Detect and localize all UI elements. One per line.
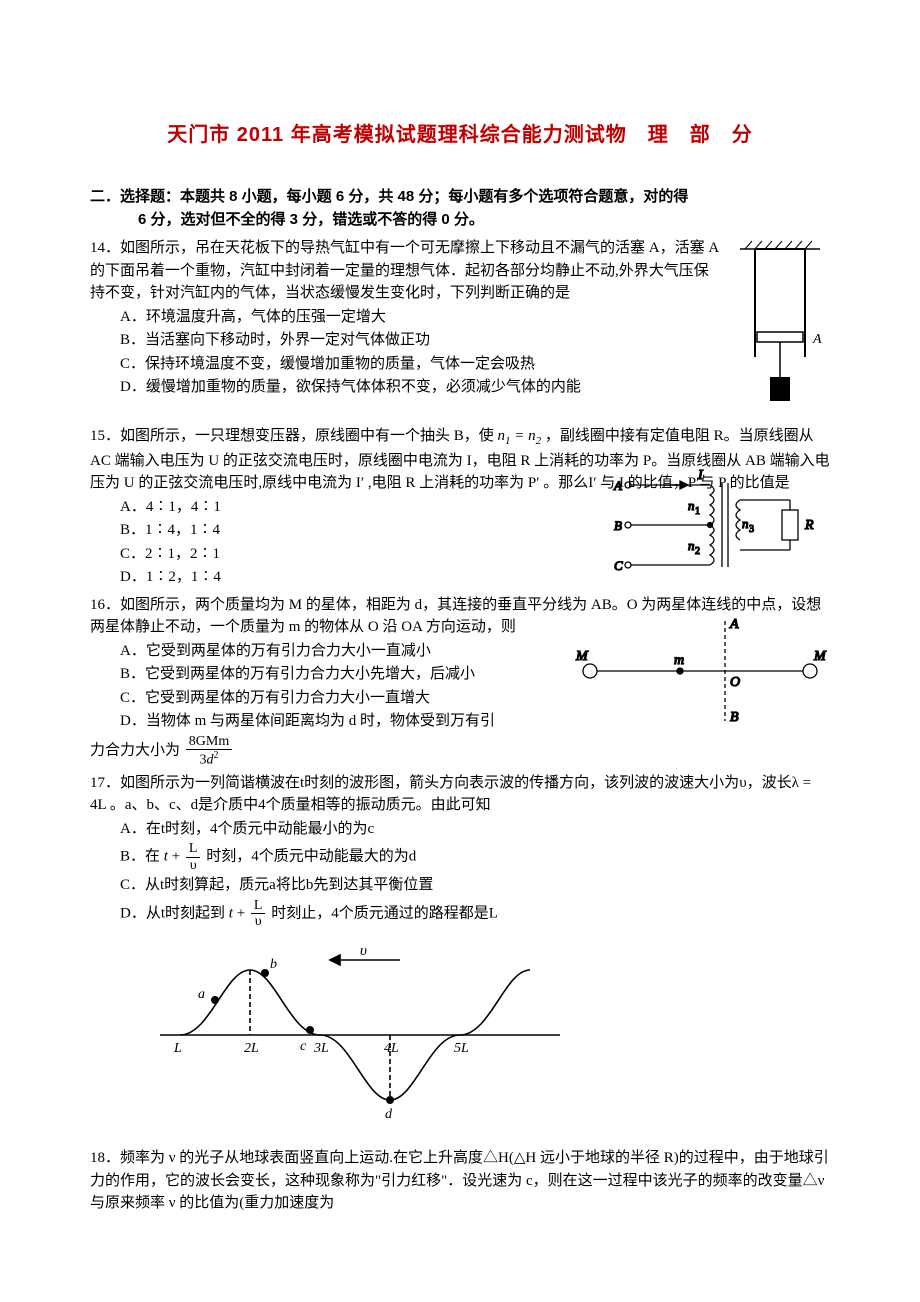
svg-text:b: b: [270, 957, 277, 972]
q14-opt-b: B．当活塞向下移动时，外界一定对气体做正功: [120, 329, 830, 352]
q16-frac-den: 3d2: [186, 750, 232, 768]
q18-number: 18．: [90, 1150, 120, 1166]
q17-b-post: 时刻，4个质元中动能最大的为d: [206, 849, 416, 865]
svg-text:c: c: [300, 1039, 307, 1054]
svg-text:1: 1: [695, 506, 700, 517]
svg-text:n: n: [688, 498, 695, 513]
q14-opt-d: D．缓慢增加重物的质量，欲保持气体体积不变，必须减少气体的内能: [120, 376, 830, 399]
svg-text:M: M: [813, 649, 827, 664]
q14-opt-a: A．环境温度升高，气体的压强一定增大: [120, 306, 830, 329]
svg-text:a: a: [198, 987, 205, 1002]
svg-text:υ: υ: [360, 943, 367, 959]
svg-text:2: 2: [695, 546, 700, 557]
question-14: A 14．如图所示，吊在天花板下的导热气缸中有一个可无摩擦上下移动且不漏气的活塞…: [90, 237, 830, 421]
q17-b-t: t: [164, 849, 168, 865]
q17-b-frac: L υ: [186, 841, 201, 873]
svg-text:B: B: [730, 710, 739, 725]
section-line2: 6 分，选对但不全的得 3 分，错选或不答的得 0 分。: [90, 209, 830, 232]
q17-opt-d: D．从t时刻起到 t + L υ 时刻止，4个质元通过的路程都是L: [120, 898, 830, 930]
question-18: 18．频率为 ν 的光子从地球表面竖直向上运动.在它上升高度△H(△H 远小于地…: [90, 1147, 830, 1215]
q14-figure: A: [730, 237, 830, 417]
q15-text1: 如图所示，一只理想变压器，原线圈中有一个抽头 B，使: [120, 428, 494, 444]
q17-text: 如图所示为一列简谐横波在t时刻的波形图，箭头方向表示波的传播方向，该列波的波速大…: [90, 775, 811, 814]
svg-text:B: B: [614, 518, 622, 533]
question-16: 16．如图所示，两个质量均为 M 的星体，相距为 d，其连接的垂直平分线为 AB…: [90, 594, 830, 768]
q17-d-pre: D．从t时刻起到: [120, 905, 225, 921]
svg-text:A: A: [729, 617, 739, 632]
q17-opt-c: C．从t时刻算起，质元a将比b先到达其平衡位置: [120, 874, 830, 897]
q17-d-frac-num: L: [251, 898, 266, 914]
q17-b-frac-den: υ: [186, 858, 201, 873]
q17-b-frac-num: L: [186, 841, 201, 857]
q14-label-a: A: [812, 332, 822, 347]
q17-d-t: t: [229, 905, 233, 921]
exam-title: 天门市 2011 年高考模拟试题理科综合能力测试物 理 部 分: [90, 120, 830, 150]
q17-d-post: 时刻止，4个质元通过的路程都是L: [271, 905, 498, 921]
q16-fraction: 8GMm 3d2: [186, 734, 232, 768]
q16-frac-num: 8GMm: [186, 734, 232, 750]
svg-text:n: n: [742, 516, 749, 531]
section-line1: 二．选择题：本题共 8 小题，每小题 6 分，共 48 分；每小题有多个选项符合…: [90, 188, 688, 205]
q17-wave-figure: υ L 2L 3L 4L 5L a b c d: [150, 940, 570, 1130]
q18-text: 频率为 ν 的光子从地球表面竖直向上运动.在它上升高度△H(△H 远小于地球的半…: [90, 1150, 829, 1211]
svg-text:3: 3: [749, 524, 754, 535]
q14-number: 14．: [90, 240, 120, 256]
svg-text:m: m: [674, 653, 684, 668]
q16-tail-text: 力合力大小为: [90, 742, 180, 758]
svg-text:4L: 4L: [384, 1041, 399, 1056]
svg-text:L: L: [173, 1041, 182, 1056]
q16-number: 16．: [90, 597, 120, 613]
q17-d-frac: L υ: [251, 898, 266, 930]
svg-text:3L: 3L: [313, 1041, 329, 1056]
q17-opt-a: A．在t时刻，4个质元中动能最小的为c: [120, 818, 830, 841]
q14-opt-c: C．保持环境温度不变，缓慢增加重物的质量，气体一定会吸热: [120, 353, 830, 376]
q14-text: 如图所示，吊在天花板下的导热气缸中有一个可无摩擦上下移动且不漏气的活塞 A，活塞…: [90, 240, 718, 301]
q17-number: 17．: [90, 775, 120, 791]
q17-opt-b: B．在 t + L υ 时刻，4个质元中动能最大的为d: [120, 841, 830, 873]
q17-b-pre: B．在: [120, 849, 160, 865]
svg-text:R: R: [804, 518, 814, 533]
svg-text:2L: 2L: [244, 1041, 259, 1056]
q16-figure: M M A B O m: [570, 616, 830, 726]
q15-number: 15．: [90, 428, 120, 444]
svg-text:d: d: [385, 1107, 393, 1122]
question-17: 17．如图所示为一列简谐横波在t时刻的波形图，箭头方向表示波的传播方向，该列波的…: [90, 772, 830, 1137]
svg-text:C: C: [614, 558, 623, 573]
q17-d-frac-den: υ: [251, 914, 266, 929]
question-15: 15．如图所示，一只理想变压器，原线圈中有一个抽头 B，使 n1 = n2 ，副…: [90, 425, 830, 590]
section-heading: 二．选择题：本题共 8 小题，每小题 6 分，共 48 分；每小题有多个选项符合…: [90, 186, 830, 231]
svg-text:n: n: [688, 538, 695, 553]
svg-text:M: M: [575, 649, 589, 664]
svg-text:5L: 5L: [454, 1041, 469, 1056]
q15-eq: n1 = n2: [498, 428, 545, 444]
svg-text:O: O: [730, 675, 740, 690]
q16-tail: 力合力大小为 8GMm 3d2: [90, 734, 830, 768]
